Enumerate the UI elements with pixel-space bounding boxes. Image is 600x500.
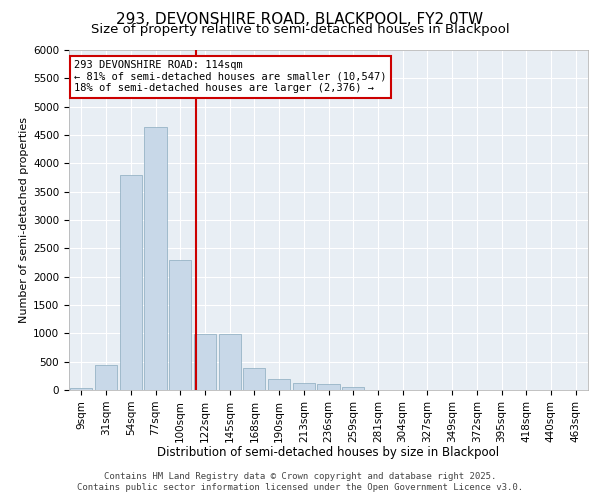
Text: Contains HM Land Registry data © Crown copyright and database right 2025.
Contai: Contains HM Land Registry data © Crown c… bbox=[77, 472, 523, 492]
Bar bbox=[243, 368, 265, 390]
Bar bbox=[317, 384, 340, 390]
Bar bbox=[268, 378, 290, 390]
Text: Size of property relative to semi-detached houses in Blackpool: Size of property relative to semi-detach… bbox=[91, 22, 509, 36]
Bar bbox=[119, 174, 142, 390]
Text: 293 DEVONSHIRE ROAD: 114sqm
← 81% of semi-detached houses are smaller (10,547)
1: 293 DEVONSHIRE ROAD: 114sqm ← 81% of sem… bbox=[74, 60, 386, 94]
Bar bbox=[70, 388, 92, 390]
Bar bbox=[293, 383, 315, 390]
Bar bbox=[169, 260, 191, 390]
Y-axis label: Number of semi-detached properties: Number of semi-detached properties bbox=[19, 117, 29, 323]
Bar bbox=[218, 334, 241, 390]
Bar bbox=[145, 126, 167, 390]
Bar bbox=[194, 334, 216, 390]
X-axis label: Distribution of semi-detached houses by size in Blackpool: Distribution of semi-detached houses by … bbox=[157, 446, 500, 459]
Text: 293, DEVONSHIRE ROAD, BLACKPOOL, FY2 0TW: 293, DEVONSHIRE ROAD, BLACKPOOL, FY2 0TW bbox=[116, 12, 484, 28]
Bar bbox=[95, 364, 117, 390]
Bar bbox=[342, 387, 364, 390]
